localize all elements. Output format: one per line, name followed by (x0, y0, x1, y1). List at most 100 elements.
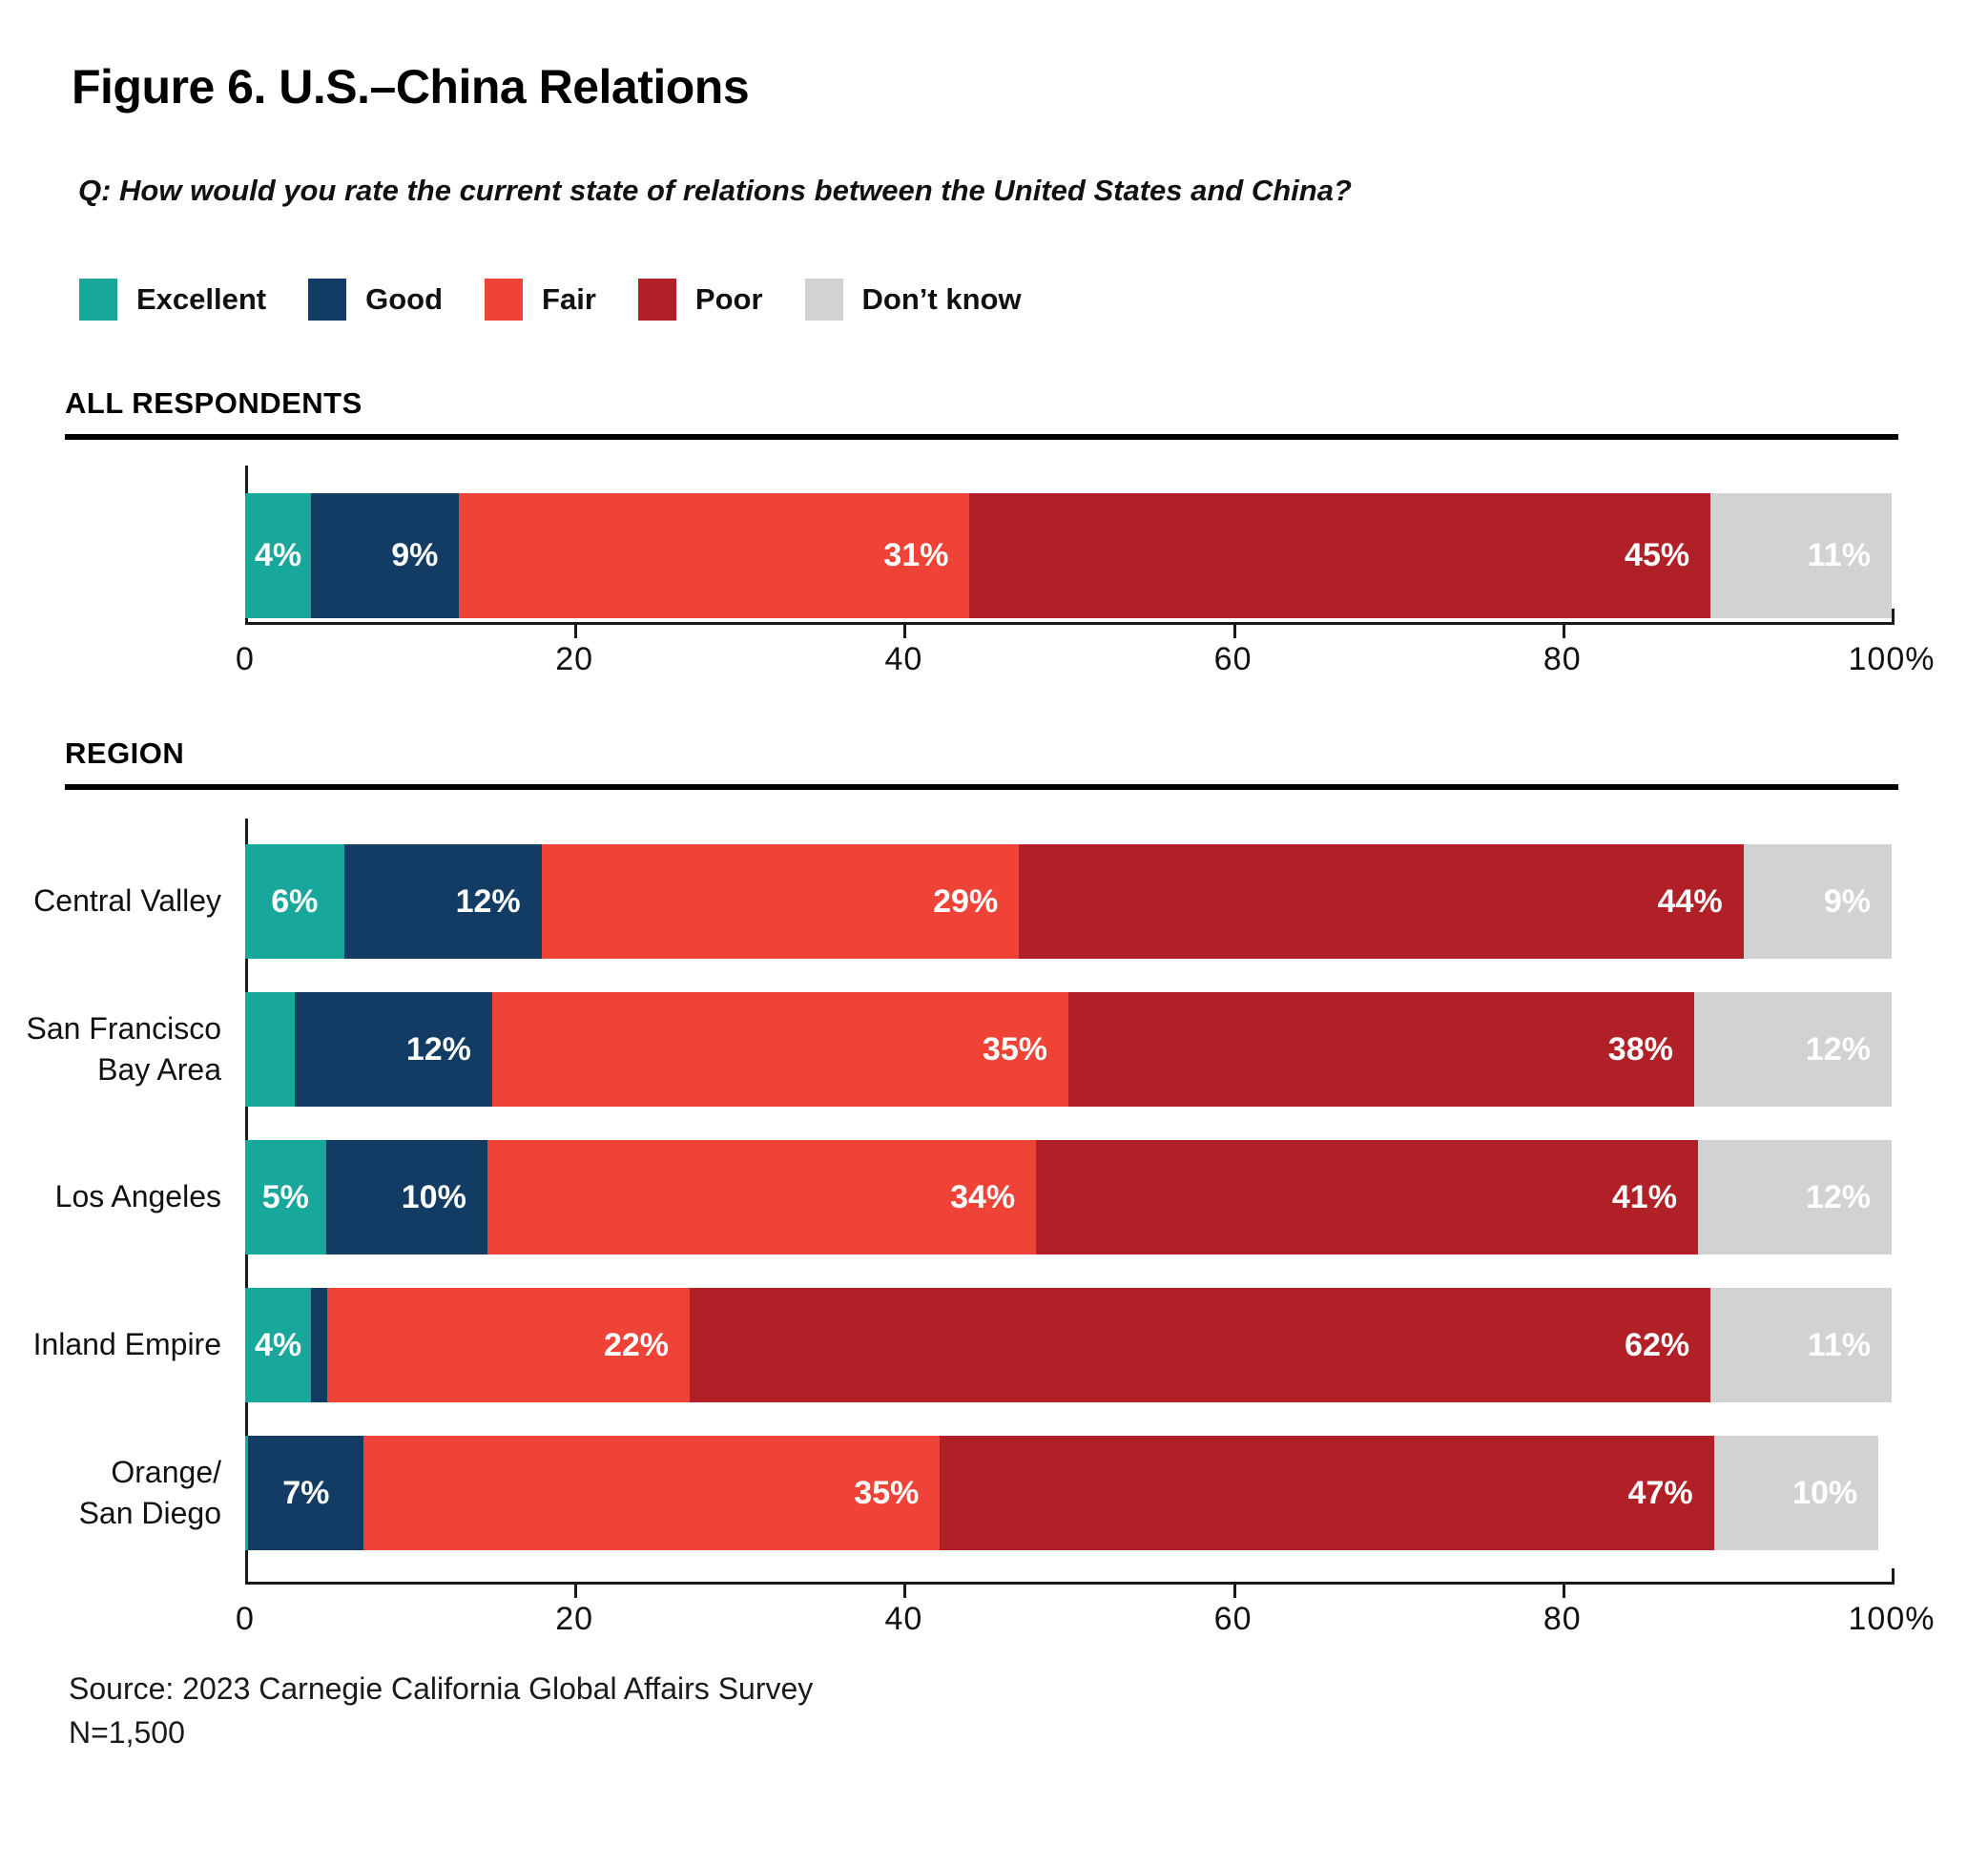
bar-segment-excellent: 5% (245, 1140, 326, 1254)
x-axis-line (245, 1582, 1895, 1585)
bar-segment-fair: 29% (541, 844, 1020, 959)
bar-segment-excellent (245, 1436, 249, 1550)
bar-segment-poor: 45% (969, 493, 1711, 618)
segment-value-label: 5% (261, 1178, 309, 1215)
bar-row: 6% 12% 29% 44% 9% (245, 844, 1892, 959)
section-header: ALL RESPONDENTS (65, 386, 362, 420)
section-rule (65, 434, 1898, 440)
bar-segment-don-t-know: 11% (1710, 1288, 1892, 1402)
bar-segment-excellent: 4% (245, 493, 312, 618)
bar-segment-fair: 35% (491, 992, 1068, 1107)
legend-label: Excellent (136, 282, 267, 316)
bar-segment-poor: 44% (1019, 844, 1744, 959)
bar-row: 4% 9% 31% 45% 11% (245, 493, 1892, 618)
segment-value-label: 38% (1607, 1030, 1673, 1068)
legend-swatch-don-t-know (804, 279, 843, 321)
axis-tick (1892, 1568, 1895, 1582)
segment-value-label: 11% (1807, 1326, 1871, 1363)
axis-tick-label: 40 (884, 641, 923, 677)
bar-row: 7% 35% 47% 10% (245, 1436, 1892, 1550)
axis-tick-label: 0 (236, 641, 255, 677)
x-axis-line (245, 622, 1895, 625)
segment-value-label: 12% (1805, 1178, 1871, 1215)
bar-segment-poor: 47% (940, 1436, 1714, 1550)
segment-value-label: 11% (1807, 537, 1871, 573)
legend-swatch-good (308, 279, 347, 321)
stacked-bar-chart: 6% 12% 29% 44% 9% 12% 35% 38% 12% 5% 10% 34% 41% 12% 4… (236, 819, 1934, 1648)
segment-value-label: 9% (391, 537, 439, 573)
segment-value-label: 4% (254, 1326, 302, 1363)
segment-value-label: 9% (1823, 882, 1871, 920)
bar-segment-don-t-know: 11% (1710, 493, 1892, 618)
bar-row: 4% 22% 62% 11% (245, 1288, 1892, 1402)
segment-value-label: 35% (854, 1474, 920, 1511)
axis-tick (1562, 625, 1565, 638)
axis-tick-label: 20 (555, 1601, 594, 1637)
bar-segment-fair: 31% (459, 493, 970, 618)
segment-value-label: 4% (254, 537, 302, 573)
segment-value-label: 47% (1627, 1474, 1693, 1511)
segment-value-label: 22% (603, 1326, 669, 1363)
bar-segment-poor: 38% (1067, 992, 1694, 1107)
bar-segment-poor: 41% (1036, 1140, 1698, 1254)
bar-segment-good: 12% (343, 844, 542, 959)
axis-tick (903, 1585, 907, 1598)
segment-value-label: 41% (1611, 1178, 1677, 1215)
legend-swatch-poor (637, 279, 676, 321)
segment-value-label: 12% (455, 882, 521, 920)
region-label: Inland Empire (32, 1327, 221, 1362)
legend-item: Good (308, 279, 443, 321)
source-note: Source: 2023 Carnegie California Global … (69, 1671, 814, 1706)
bar-segment-good: 7% (248, 1436, 364, 1550)
legend-swatch-fair (485, 279, 524, 321)
bar-segment-good: 10% (325, 1140, 487, 1254)
sample-size-note: N=1,500 (69, 1715, 185, 1750)
bar-row: 12% 35% 38% 12% (245, 992, 1892, 1107)
axis-tick (1232, 1585, 1236, 1598)
segment-value-label: 29% (933, 882, 999, 920)
axis-tick-label: 0 (236, 1601, 255, 1637)
bar-segment-don-t-know: 9% (1743, 844, 1892, 959)
bar-segment-excellent: 6% (245, 844, 344, 959)
bar-segment-fair: 35% (363, 1436, 941, 1550)
axis-tick (574, 1585, 578, 1598)
axis-tick-label: 60 (1213, 1601, 1253, 1637)
legend-item: Don’t know (804, 279, 1022, 321)
axis-tick (1892, 609, 1895, 622)
figure-title: Figure 6. U.S.–China Relations (72, 60, 750, 114)
bar-segment-fair: 34% (487, 1140, 1037, 1254)
survey-question: Q: How would you rate the current state … (78, 174, 1352, 207)
stacked-bar-chart: 4% 9% 31% 45% 11% 0 20 40 60 80 100% (236, 466, 1934, 689)
legend-item: Poor (637, 279, 763, 321)
region-label: Orange/ San Diego (78, 1454, 221, 1530)
bar-segment-good: 12% (294, 992, 492, 1107)
axis-tick (1232, 625, 1236, 638)
bar-segment-don-t-know: 12% (1697, 1140, 1892, 1254)
segment-value-label: 45% (1625, 537, 1690, 573)
section-rule (65, 784, 1898, 790)
segment-value-label: 35% (982, 1030, 1047, 1068)
segment-value-label: 62% (1625, 1326, 1690, 1363)
legend-swatch-excellent (79, 279, 117, 321)
legend-label: Poor (694, 282, 763, 316)
legend-label: Don’t know (861, 282, 1022, 316)
segment-value-label: 31% (883, 537, 949, 573)
axis-tick-label: 80 (1543, 1601, 1582, 1637)
bar-segment-poor: 62% (690, 1288, 1711, 1402)
segment-value-label: 7% (282, 1474, 330, 1511)
axis-tick-label: 100% (1848, 641, 1936, 677)
bar-segment-don-t-know: 12% (1693, 992, 1892, 1107)
segment-value-label: 10% (401, 1178, 466, 1215)
region-label: Central Valley (33, 883, 221, 919)
segment-value-label: 6% (271, 882, 319, 920)
segment-value-label: 12% (1805, 1030, 1871, 1068)
region-label: Los Angeles (54, 1179, 221, 1214)
legend-label: Good (365, 282, 444, 316)
bar-segment-good: 9% (311, 493, 460, 618)
legend-label: Fair (542, 282, 596, 316)
region-label: San Francisco Bay Area (26, 1010, 221, 1087)
legend-item: Fair (485, 279, 596, 321)
axis-tick-label: 80 (1543, 641, 1582, 677)
bar-segment-don-t-know: 10% (1713, 1436, 1879, 1550)
